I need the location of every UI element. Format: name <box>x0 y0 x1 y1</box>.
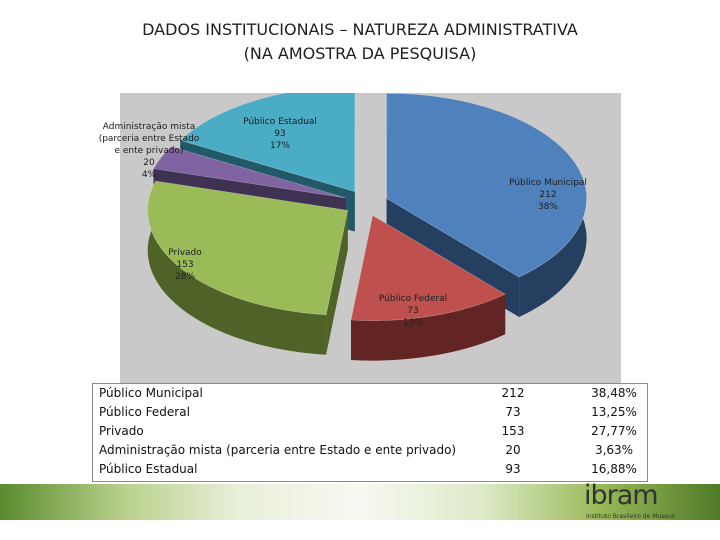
slice-label-value: 20 <box>143 158 155 168</box>
slice-label-pct: 28% <box>174 272 195 282</box>
slice-label-pct: 4% <box>141 170 157 180</box>
logo-wordmark: ibram <box>584 480 659 511</box>
pie-slice-administracao-mista-parceria-entre-estado-e-ente-privado <box>153 146 346 199</box>
slice-label-publico-federal: Público Federal 73 13% <box>368 293 458 329</box>
pie-slice-publico-federal <box>350 215 506 321</box>
table-row: Administração mista (parceria entre Esta… <box>93 441 647 460</box>
row-count: 73 <box>505 405 521 419</box>
row-count: 20 <box>505 443 521 457</box>
pie-slice-privado <box>147 180 349 316</box>
footer-band <box>0 484 720 520</box>
slice-label-value: 212 <box>539 190 557 200</box>
row-percent: 27,77% <box>591 424 637 438</box>
slice-label-pct: 17% <box>269 141 290 151</box>
slice-label-administracao-mista: Administração mista (parceria entre Estad… <box>90 121 208 181</box>
row-percent: 38,48% <box>591 386 637 400</box>
slice-label-value: 73 <box>407 306 419 316</box>
slice-label-publico-municipal: Público Municipal 212 38% <box>498 177 598 213</box>
slice-label-name: Privado <box>168 248 202 258</box>
table-row: Privado 153 27,77% <box>93 422 647 441</box>
pie-slice-publico-estadual <box>179 93 356 193</box>
pie-slice-wall-privado <box>326 210 348 355</box>
table-row: Público Federal 73 13,25% <box>93 403 647 422</box>
ibram-logo: ibram Instituto Brasileiro de Museus <box>584 480 684 522</box>
logo-tagline: Instituto Brasileiro de Museus <box>586 513 675 520</box>
slice-label-publico-estadual: Público Estadual 93 17% <box>230 116 330 152</box>
slice-label-pct: 13% <box>402 318 423 328</box>
slice-label-name: Público Estadual <box>243 117 317 127</box>
table-row: Público Estadual 93 16,88% <box>93 460 647 479</box>
row-count: 153 <box>501 424 525 438</box>
pie-chart: Público Municipal 212 38% Público Federa… <box>99 93 621 383</box>
pie-slice-side-publico-federal <box>351 294 506 361</box>
slice-label-name: Público Federal <box>378 294 448 304</box>
row-percent: 3,63% <box>594 443 634 457</box>
row-name: Administração mista (parceria entre Esta… <box>99 443 457 457</box>
slice-label-pct: 38% <box>537 202 558 212</box>
slide-subtitle: (NA AMOSTRA DA PESQUISA) <box>243 44 477 63</box>
row-count: 93 <box>505 462 521 476</box>
row-name: Público Federal <box>99 405 190 419</box>
slice-label-name: Administração mista (parceria entre Estad… <box>98 122 200 156</box>
data-table: Público Municipal 212 38,48% Público Fed… <box>92 383 648 482</box>
slice-label-value: 153 <box>176 260 194 270</box>
row-name: Público Estadual <box>99 462 198 476</box>
table-row: Público Municipal 212 38,48% <box>93 384 647 403</box>
pie-slice-side-privado <box>147 181 327 355</box>
row-percent: 13,25% <box>591 405 637 419</box>
slice-label-value: 93 <box>274 129 286 139</box>
row-name: Público Municipal <box>99 386 203 400</box>
slice-label-privado: Privado 153 28% <box>160 247 210 283</box>
row-percent: 16,88% <box>591 462 637 476</box>
row-count: 212 <box>501 386 525 400</box>
slide-title: DADOS INSTITUCIONAIS – NATUREZA ADMINIST… <box>142 20 578 39</box>
pie-slice-publico-municipal <box>386 93 587 278</box>
slice-label-name: Público Municipal <box>509 178 587 188</box>
row-name: Privado <box>99 424 144 438</box>
